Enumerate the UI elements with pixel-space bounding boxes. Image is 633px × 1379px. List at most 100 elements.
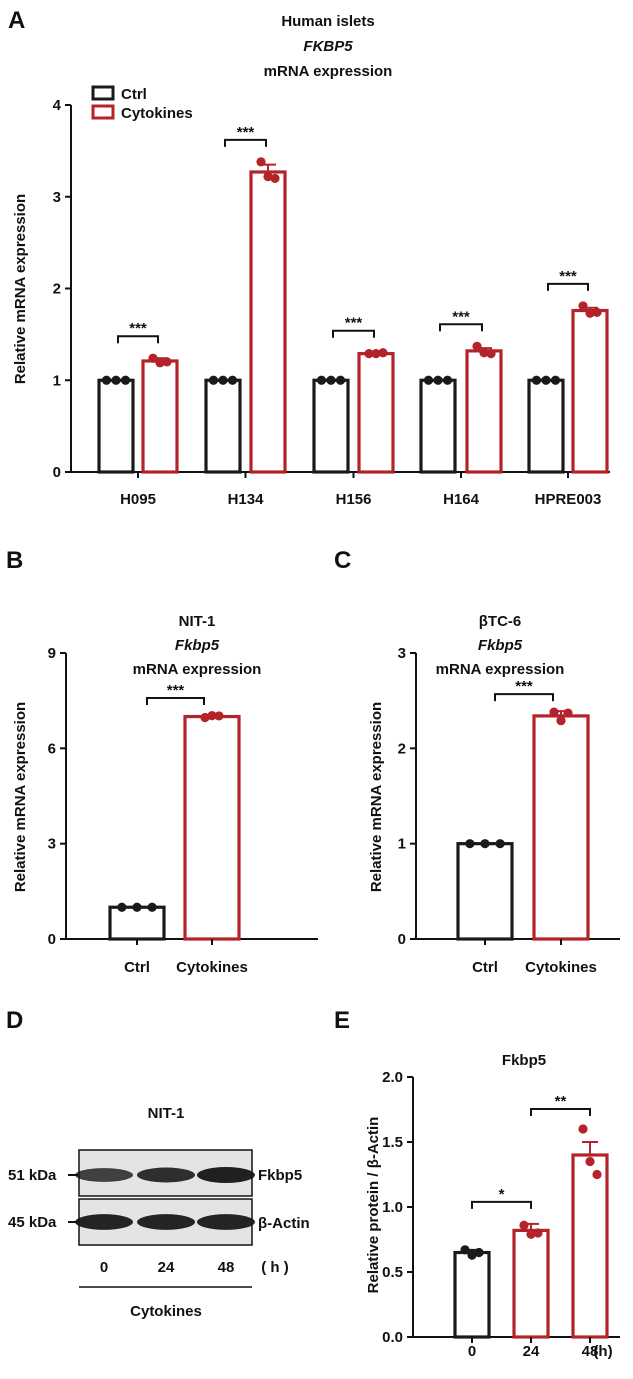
chart-c-ytick-label: 1 [398,836,406,853]
chart-b-point [214,711,224,721]
blot-band-label-actin: β-Actin [258,1215,310,1232]
chart-a-point [541,375,551,385]
chart-a-point [227,375,238,385]
chart-b-category-label: Ctrl [124,959,150,976]
chart-a-ytick-label: 3 [53,189,61,206]
chart-a-point [592,307,602,317]
chart-c-point [465,839,475,849]
chart-a-point [263,171,273,182]
blot-band-label-fkbp5: Fkbp5 [258,1167,302,1184]
chart-e-bar [453,1250,491,1339]
chart-a-point [585,308,595,318]
chart-a-category-label: H095 [120,491,156,508]
blot-unit: ( h ) [261,1259,289,1276]
blot-band [75,1214,133,1230]
chart-b-sig-label: *** [167,682,185,699]
chart-c-category-label: Ctrl [472,959,498,976]
chart-a-category-label: HPRE003 [535,491,602,508]
chart-b-ytick-label: 3 [48,836,56,853]
blot-lane-0: 0 [100,1259,108,1276]
chart-c-title-3: mRNA expression [436,661,565,678]
chart-e-ylabel: Relative protein / β-Actin [365,1117,382,1294]
blot-band [197,1214,255,1230]
chart-a-bar [465,349,503,474]
chart-a-category-label: H134 [228,491,265,508]
chart-e-sig-bracket [530,1108,591,1116]
chart-c-ylabel: Relative mRNA expression [368,702,385,892]
blot-title: NIT-1 [148,1105,185,1122]
chart-a-point [155,358,165,368]
chart-e-ytick-label: 2.0 [382,1069,403,1086]
chart-a-bar [97,378,135,474]
chart-a-point [208,375,219,385]
chart-b-point [207,711,217,721]
panel-label-b: B [6,547,23,574]
chart-a-bar [571,308,609,474]
blot-band [75,1168,133,1182]
chart-a-point [120,375,131,385]
chart-e-sig-bracket [471,1200,532,1209]
chart-e-point [474,1247,484,1258]
blot-marker-45: 45 kDa [8,1214,57,1231]
chart-c-ytick-label: 3 [398,645,406,662]
chart-c-category-label: Cytokines [525,959,597,976]
chart-b-ytick-label: 9 [48,645,56,662]
chart-e-point [460,1245,470,1255]
chart-e-xunit: (h) [593,1343,612,1360]
blot-bands [75,1167,255,1230]
chart-b-point [200,712,210,723]
chart-a-sig-bracket [224,138,267,147]
chart-a-point [335,375,346,385]
chart-e-point [578,1124,588,1134]
chart-e-title: Fkbp5 [502,1052,546,1069]
chart-a-point [148,353,158,363]
chart-a-point [364,349,374,359]
chart-a-point [378,348,388,358]
chart-b-ylabel: Relative mRNA expression [12,702,29,892]
chart-a-bar [527,378,565,474]
chart-c-point [563,708,573,718]
chart-a-point [442,375,453,385]
chart-c-sig-bracket [494,693,554,702]
chart-a-bar [249,170,287,474]
chart-a-sig-label: *** [559,268,577,285]
chart-a-ytick-label: 1 [53,372,61,389]
chart-c-point [480,839,490,849]
chart-e-ytick-label: 1.0 [382,1199,403,1216]
chart-c-bar [532,714,590,941]
blot-band [137,1167,195,1183]
chart-a-sig-label: *** [237,124,255,141]
chart-a-sig-bracket [332,329,375,338]
chart-a-sig-label: *** [452,308,470,325]
chart-a-ytick-label: 0 [53,464,61,481]
chart-a-point [433,375,443,385]
chart-a-point [218,375,228,385]
chart-b-bar [108,905,166,941]
chart-a-point [371,349,381,359]
chart-a-sig-label: *** [345,315,363,332]
chart-c-sig-label: *** [515,678,533,695]
blot-lane-48: 48 [218,1259,235,1276]
chart-e-bar [512,1228,550,1339]
legend-ctrl-label: Ctrl [121,86,147,103]
chart-c-title-1: βTC-6 [479,613,522,630]
chart-b-sig-bracket [146,696,205,705]
chart-e-ytick-label: 0.0 [382,1329,403,1346]
legend-cytokines-swatch [91,104,115,120]
chart-a-category-label: H164 [443,491,480,508]
chart-a-point [486,349,496,359]
chart-a-ytick-label: 4 [53,97,62,114]
chart-c-ytick-label: 2 [398,740,406,757]
panel-label-e: E [334,1007,350,1034]
chart-a-sig-bracket [547,282,589,291]
charts-layer: 01234H095***H134***H156***H164***HPRE003… [48,97,620,1360]
legend-ctrl-swatch [91,85,115,101]
blot-lane-24: 24 [158,1259,175,1276]
chart-b-point [147,902,157,912]
chart-a-sig-label: *** [129,320,147,337]
chart-a-point [111,375,121,385]
panel-label-d: D [6,1007,23,1034]
chart-a-bar [357,352,395,474]
chart-b-bar [183,714,241,941]
